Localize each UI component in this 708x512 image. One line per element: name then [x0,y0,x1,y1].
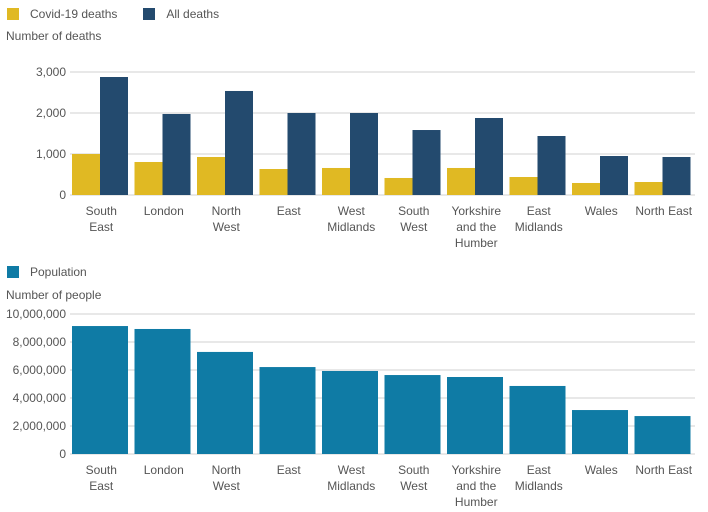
legend-swatch [7,266,19,278]
y-tick-label: 1,000 [35,147,66,161]
x-tick-label: North East [635,463,693,477]
y-tick-label: 8,000,000 [12,335,66,349]
y-tick-label: 2,000,000 [12,419,66,433]
bar [412,130,441,195]
x-tick-label: Wales [584,463,618,477]
bar [322,370,378,454]
y-tick-label: 4,000,000 [12,391,66,405]
legend-swatch [143,8,156,20]
x-tick-label: East Midlands [514,463,563,493]
bar [197,351,253,454]
x-tick-label: Yorkshire and the Humber [451,463,502,509]
x-tick-label: East [276,463,301,477]
x-tick-label: East [276,204,301,218]
x-tick-label: East Midlands [514,204,563,234]
x-tick-label: West Midlands [327,463,376,493]
bar [634,182,663,195]
y-tick-label: 10,000,000 [5,307,66,321]
x-tick-label: Wales [584,204,618,218]
y-axis-label: Number of deaths [6,29,102,43]
bar [447,377,503,454]
x-tick-label: London [143,204,184,218]
bar [72,154,100,195]
y-axis-label: Number of people [6,288,102,302]
y-tick-label: 0 [59,447,66,461]
bar [537,136,566,195]
bar [134,161,163,195]
x-tick-label: London [143,463,184,477]
bar [509,177,538,195]
x-tick-label: Yorkshire and the Humber [451,204,502,250]
x-tick-label: West Midlands [327,204,376,234]
x-tick-label: North West [211,204,241,234]
y-tick-label: 0 [59,188,66,202]
bar [600,156,628,195]
bar [447,167,475,195]
bar [197,156,225,195]
x-tick-label: North West [211,463,241,493]
legend: Population [7,265,113,279]
legend-item: Covid-19 deaths [7,7,117,21]
y-tick-label: 2,000 [35,106,66,120]
x-tick-label: South East [85,204,117,234]
x-tick-label: South West [398,204,430,234]
bar [384,177,413,195]
bar [572,410,628,454]
bar [225,90,253,195]
bar [572,182,600,195]
bar [634,416,691,454]
bar [350,113,378,195]
x-tick-label: South East [85,463,117,493]
bar [384,375,441,454]
y-tick-label: 6,000,000 [12,363,66,377]
x-tick-label: South West [398,463,430,493]
bar [662,156,691,195]
bar [475,118,503,195]
legend-label: All deaths [166,7,220,21]
y-tick-label: 3,000 [35,65,66,79]
bar [259,367,316,454]
bar [72,326,128,454]
bar [322,167,350,195]
legend-label: Covid-19 deaths [30,7,118,21]
legend-item: All deaths [143,7,219,21]
bar [162,113,191,195]
bar [509,385,566,454]
bar [287,113,316,195]
legend: Covid-19 deaths All deaths [7,7,245,21]
x-tick-label: North East [635,204,693,218]
bar [134,328,191,454]
bar [259,169,288,195]
legend-item: Population [7,265,87,279]
legend-swatch [7,8,19,20]
legend-label: Population [30,265,87,279]
bar [100,77,128,195]
